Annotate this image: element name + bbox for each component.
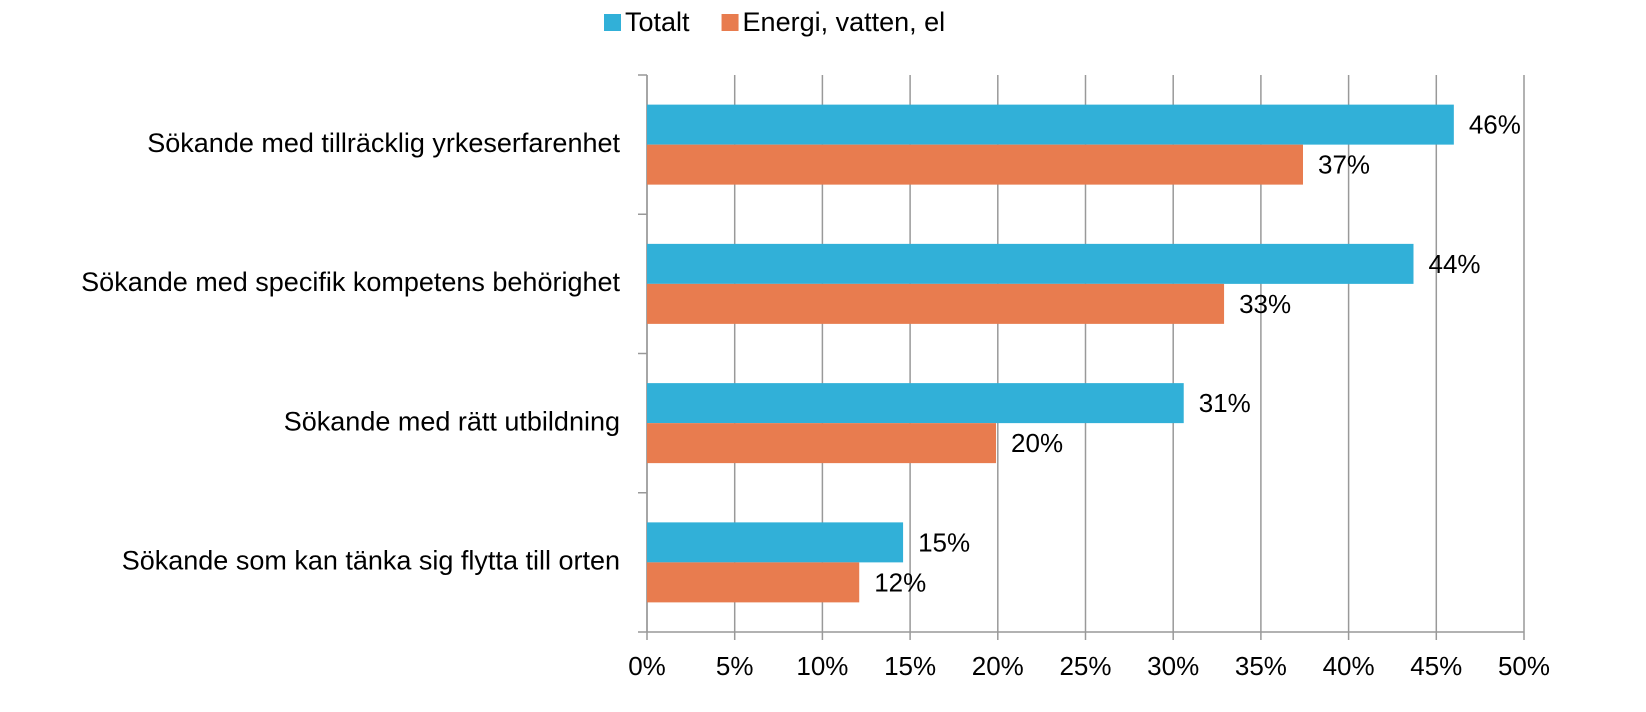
x-tick-label: 10% [796, 651, 848, 681]
legend-swatch [604, 14, 621, 31]
x-tick-label: 40% [1323, 651, 1375, 681]
x-tick-label: 30% [1147, 651, 1199, 681]
data-label: 20% [1011, 428, 1063, 458]
bar [647, 243, 1414, 284]
data-label: 15% [918, 527, 970, 557]
x-tick-label: 45% [1410, 651, 1462, 681]
data-label: 31% [1199, 388, 1251, 418]
x-tick-label: 5% [716, 651, 754, 681]
data-label: 46% [1469, 110, 1521, 140]
x-tick-label: 15% [884, 651, 936, 681]
data-label: 44% [1428, 249, 1480, 279]
bar [647, 283, 1225, 324]
data-label: 12% [874, 567, 926, 597]
bar [647, 383, 1184, 424]
x-tick-label: 25% [1059, 651, 1111, 681]
x-tick-label: 20% [972, 651, 1024, 681]
x-tick-label: 50% [1498, 651, 1550, 681]
legend-swatch [721, 14, 739, 31]
y-tick-label: Sökande med tillräcklig yrkeserfarenhet [147, 128, 620, 158]
legend-label: Energi, vatten, el [743, 7, 946, 37]
x-tick-label: 0% [628, 651, 666, 681]
legend-label: Totalt [625, 7, 690, 37]
bar [647, 104, 1454, 145]
x-tick-label: 35% [1235, 651, 1287, 681]
y-tick-label: Sökande med specifik kompetens behörighe… [81, 267, 620, 297]
bar [647, 423, 997, 464]
bar [647, 562, 860, 603]
y-tick-label: Sökande med rätt utbildning [284, 406, 620, 436]
data-label: 33% [1239, 289, 1291, 319]
bar [647, 522, 904, 563]
bar [647, 144, 1303, 185]
data-label: 37% [1318, 150, 1370, 180]
y-tick-label: Sökande som kan tänka sig flytta till or… [122, 546, 620, 576]
